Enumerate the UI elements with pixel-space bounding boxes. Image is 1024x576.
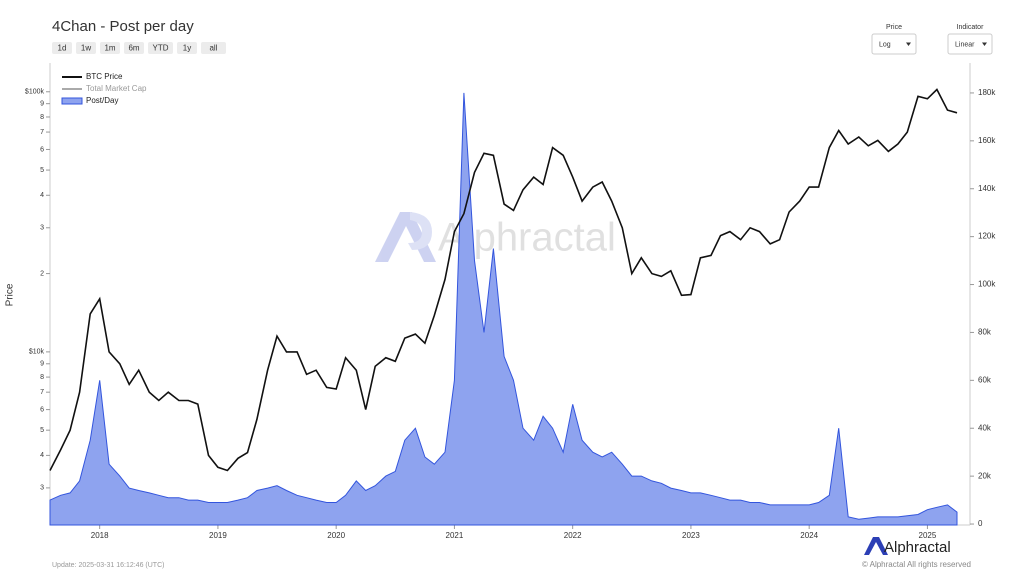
range-button[interactable] (201, 42, 226, 54)
y-tick-label: 4 (40, 192, 44, 199)
range-button-label[interactable]: YTD (153, 44, 169, 53)
title: 4Chan - Post per day (52, 18, 194, 35)
y-tick-label: 3 (40, 485, 44, 492)
x-tick-label: 2020 (327, 531, 345, 540)
y2-tick-label: 120k (978, 232, 996, 241)
x-tick-label: 2021 (446, 531, 464, 540)
range-button-label[interactable]: 1w (81, 44, 91, 53)
range-button[interactable] (124, 42, 144, 54)
y2-tick-label: 80k (978, 328, 992, 337)
y2-tick-label: 140k (978, 184, 996, 193)
y-tick-label: 9 (40, 101, 44, 108)
range-button-label[interactable]: 6m (128, 44, 139, 53)
legend-label[interactable]: Total Market Cap (86, 84, 147, 93)
y-tick-label: $100k (25, 89, 45, 96)
dropdown[interactable] (871, 33, 917, 55)
x-tick-label: 2018 (91, 531, 109, 540)
y-tick-label: 9 (40, 361, 44, 368)
y-tick-label: 7 (40, 389, 44, 396)
legend-label[interactable]: BTC Price (86, 72, 123, 81)
y2-tick-label: 160k (978, 136, 996, 145)
x-tick-label: 2025 (919, 531, 937, 540)
y-tick-label: 6 (40, 146, 44, 153)
legend-swatch (61, 97, 83, 105)
x-tick-label: 2023 (682, 531, 700, 540)
range-button[interactable] (177, 42, 197, 54)
dropdown[interactable] (947, 33, 993, 55)
y-tick-label: 8 (40, 374, 44, 381)
range-button[interactable] (76, 42, 96, 54)
y-tick-label: 5 (40, 167, 44, 174)
y-tick-label: 4 (40, 452, 44, 459)
range-button[interactable] (148, 42, 173, 54)
legend-label[interactable]: Post/Day (86, 96, 118, 105)
watermark: Alphractal (375, 212, 616, 262)
x-tick-label: 2024 (800, 531, 818, 540)
y-tick-label: 7 (40, 129, 44, 136)
dropdown-value[interactable]: Log (879, 41, 891, 48)
range-button-label[interactable]: all (209, 44, 217, 53)
range-button[interactable] (100, 42, 120, 54)
range-button-label[interactable]: 1d (58, 44, 67, 53)
control-label: Indicator (957, 24, 985, 31)
brand-logo: Alphractal (864, 537, 951, 556)
y-tick-label: 2 (40, 270, 44, 277)
y2-tick-label: 180k (978, 88, 996, 97)
dropdown-arrow (982, 42, 987, 46)
x-tick-label: 2022 (564, 531, 582, 540)
y2-tick-label: 60k (978, 375, 992, 384)
y-tick-label: $10k (29, 349, 45, 356)
y-tick-label: 8 (40, 114, 44, 121)
range-button-label[interactable]: 1y (183, 44, 191, 53)
dropdown-arrow (906, 42, 911, 46)
copyright: © Alphractal All rights reserved (862, 560, 971, 569)
area (49, 92, 958, 526)
y-tick-label: 5 (40, 427, 44, 434)
y-tick-label: 6 (40, 406, 44, 413)
y2-tick-label: 0 (978, 519, 983, 528)
y2-tick-label: 100k (978, 280, 996, 289)
line (49, 88, 958, 472)
range-button-label[interactable]: 1m (104, 44, 115, 53)
control-label: Price (886, 24, 902, 31)
y-tick-label: 3 (40, 225, 44, 232)
update-time: Update: 2025-03-31 16:12:46 (UTC) (52, 562, 164, 569)
y-axis-label: Price (5, 283, 16, 306)
y2-tick-label: 20k (978, 471, 992, 480)
brand: Alphractal (884, 539, 951, 556)
range-button[interactable] (52, 42, 72, 54)
dropdown-value[interactable]: Linear (955, 41, 975, 48)
x-tick-label: 2019 (209, 531, 227, 540)
y2-tick-label: 40k (978, 423, 992, 432)
